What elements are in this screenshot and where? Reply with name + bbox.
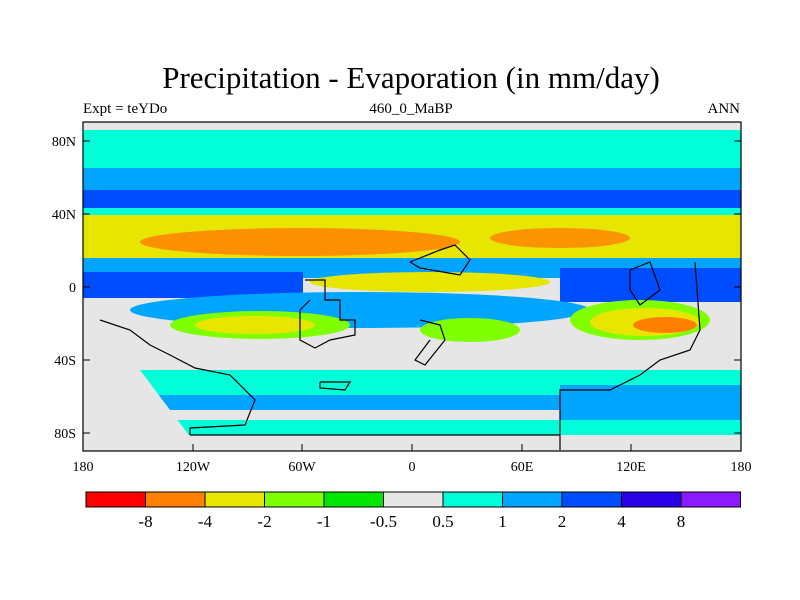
lat-axis: 80N 40N 0 40S 80S	[52, 135, 741, 442]
colorbar-swatch	[502, 491, 563, 508]
colorbar-label: -1	[317, 512, 331, 531]
colorbar-swatch	[442, 491, 503, 508]
season-label: ANN	[707, 101, 741, 117]
lon-tick-180e: 180	[731, 460, 752, 475]
lat-tick-80s: 80S	[54, 427, 76, 442]
lat-tick-40s: 40S	[54, 354, 76, 369]
colorbar-swatch	[621, 491, 682, 508]
colorbar-label: -4	[198, 512, 213, 531]
colorbar-swatch	[323, 491, 384, 508]
lat-tick-40n: 40N	[52, 208, 76, 223]
colorbar-label: -0.5	[370, 512, 397, 531]
lon-tick-120e: 120E	[616, 460, 646, 475]
colorbar: -8 -4 -2 -1 -0.5 0.5 1 2 4 8	[85, 491, 741, 531]
colorbar-swatch	[204, 491, 265, 508]
colorbar-swatch	[561, 491, 622, 508]
colorbar-label: 0.5	[432, 512, 453, 531]
colorbar-label: -8	[138, 512, 152, 531]
colorbar-label: 8	[677, 512, 686, 531]
map-field	[83, 122, 741, 451]
colorbar-swatch	[264, 491, 325, 508]
colorbar-swatch	[85, 491, 146, 508]
lon-tick-60e: 60E	[511, 460, 534, 475]
lon-tick-0: 0	[409, 460, 416, 475]
lon-tick-60w: 60W	[288, 460, 316, 475]
colorbar-label: -2	[257, 512, 271, 531]
lat-tick-80n: 80N	[52, 135, 76, 150]
colorbar-label: 1	[498, 512, 507, 531]
colorbar-label: 4	[617, 512, 626, 531]
lon-tick-120w: 120W	[176, 460, 211, 475]
coastlines	[99, 244, 701, 450]
colorbar-swatch	[383, 491, 444, 508]
lon-tick-180w: 180	[73, 460, 94, 475]
experiment-label: Expt = teYDo	[83, 101, 168, 117]
plot-title: Precipitation - Evaporation (in mm/day)	[162, 60, 660, 95]
colorbar-swatch	[680, 491, 741, 508]
time-label: 460_0_MaBP	[369, 101, 453, 117]
lon-axis: 180 120W 60W 0 60E 120E 180	[73, 444, 752, 475]
colorbar-label: 2	[558, 512, 567, 531]
colorbar-swatch	[145, 491, 206, 508]
lat-tick-0: 0	[69, 281, 76, 296]
